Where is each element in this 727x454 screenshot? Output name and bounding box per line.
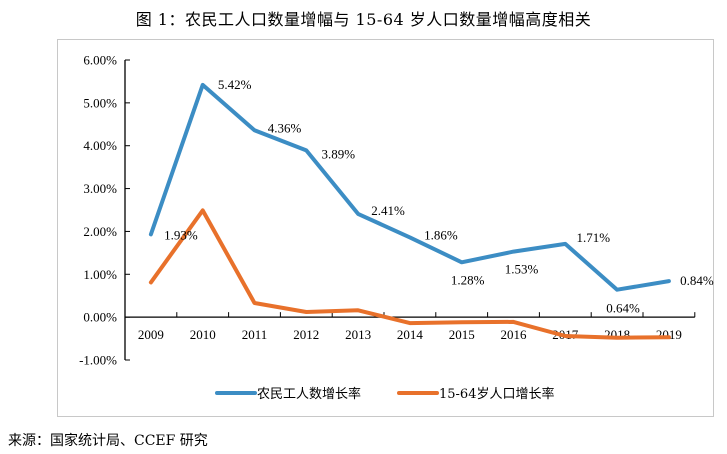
x-tick-label: 2009 <box>138 327 164 342</box>
y-tick-label: -1.00% <box>79 353 117 368</box>
legend-label-1: 农民工人数增长率 <box>257 386 361 402</box>
y-axis-ticks: 6.00% 5.00% 4.00% 3.00% 2.00% 1.00% 0.00% -1.00… <box>79 53 130 368</box>
y-tick-label: 6.00% <box>83 53 117 68</box>
series-line-1 <box>148 82 671 292</box>
x-tick-label: 2010 <box>190 327 216 342</box>
chart-frame: 6.00% 5.00% 4.00% 3.00% 2.00% 1.00% 0.00% -1.00… <box>57 39 714 417</box>
data-label: 1.93% <box>164 227 198 242</box>
data-label: 3.89% <box>322 146 356 161</box>
y-tick-label: 5.00% <box>83 95 117 110</box>
data-label: 4.36% <box>268 120 302 135</box>
x-axis-ticks: 2009 2010 2011 2012 2013 2014 2015 2016 2017 2018… <box>124 312 696 342</box>
data-label: 5.42% <box>218 77 252 92</box>
axes <box>124 60 695 360</box>
x-tick-label: 2018 <box>604 327 630 342</box>
y-tick-label: 3.00% <box>83 181 117 196</box>
series-lines <box>148 82 671 340</box>
x-tick-label: 2019 <box>656 327 682 342</box>
data-label: 1.28% <box>451 272 485 287</box>
x-tick-label: 2015 <box>449 327 475 342</box>
x-tick-label: 2012 <box>293 327 319 342</box>
x-tick-label: 2011 <box>242 327 268 342</box>
x-tick-label: 2013 <box>345 327 371 342</box>
y-tick-label: 1.00% <box>83 267 117 282</box>
legend: 农民工人数增长率 15-64岁人口增长率 <box>215 386 554 402</box>
source-note: 来源：国家统计局、CCEF 研究 <box>8 433 208 449</box>
y-tick-label: 2.00% <box>83 224 117 239</box>
data-label: 1.71% <box>577 230 611 245</box>
x-tick-label: 2014 <box>397 327 424 342</box>
line-chart: 6.00% 5.00% 4.00% 3.00% 2.00% 1.00% 0.00% -1.00… <box>79 53 714 403</box>
data-labels: 1.93% 5.42% 4.36% 3.89% 2.41% 1.86% 1.28% 1.53%… <box>164 77 714 316</box>
data-label: 1.53% <box>505 262 539 277</box>
data-label: 2.41% <box>371 203 405 218</box>
data-label: 1.86% <box>424 227 458 242</box>
data-label: 0.84% <box>680 273 714 288</box>
series-line-2 <box>148 208 671 340</box>
legend-label-2: 15-64岁人口增长率 <box>439 386 554 402</box>
chart-title: 图 1：农民工人口数量增幅与 15-64 岁人口数量增幅高度相关 <box>135 10 592 29</box>
y-tick-label: 0.00% <box>83 310 117 325</box>
y-tick-label: 4.00% <box>83 138 117 153</box>
x-tick-label: 2016 <box>501 327 528 342</box>
data-label: 0.64% <box>606 301 640 316</box>
